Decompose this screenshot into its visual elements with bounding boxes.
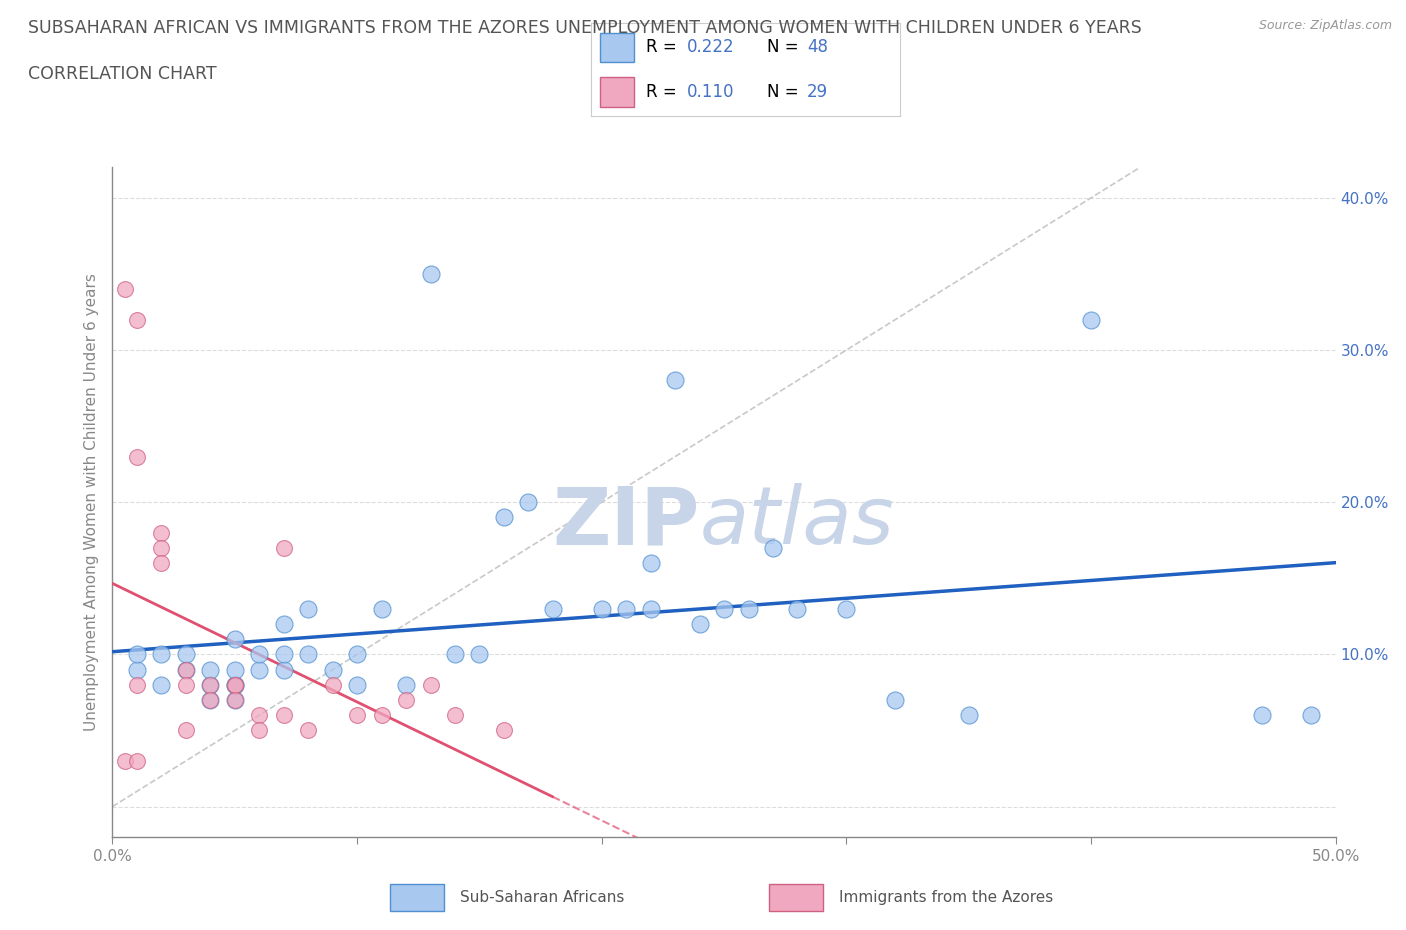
Point — [492, 723, 515, 737]
Text: R =: R = — [647, 83, 682, 101]
Text: SUBSAHARAN AFRICAN VS IMMIGRANTS FROM THE AZORES UNEMPLOYMENT AMONG WOMEN WITH C: SUBSAHARAN AFRICAN VS IMMIGRANTS FROM TH… — [28, 19, 1142, 36]
Text: Source: ZipAtlas.com: Source: ZipAtlas.com — [1258, 19, 1392, 32]
Point — [517, 495, 540, 510]
Point — [200, 693, 222, 708]
Text: 0.222: 0.222 — [686, 38, 734, 57]
Point — [640, 555, 662, 570]
Point — [370, 708, 392, 723]
Point — [125, 647, 148, 662]
Point — [114, 282, 136, 297]
Point — [174, 723, 197, 737]
Text: N =: N = — [766, 83, 804, 101]
Point — [737, 602, 759, 617]
Point — [370, 602, 392, 617]
Text: Sub-Saharan Africans: Sub-Saharan Africans — [460, 890, 624, 905]
Point — [884, 693, 907, 708]
Point — [640, 602, 662, 617]
Point — [200, 677, 222, 692]
Text: 48: 48 — [807, 38, 828, 57]
Point — [297, 647, 319, 662]
Point — [174, 677, 197, 692]
Point — [125, 677, 148, 692]
Point — [664, 373, 686, 388]
Point — [224, 677, 246, 692]
Point — [273, 540, 295, 555]
Point — [713, 602, 735, 617]
Point — [468, 647, 491, 662]
Y-axis label: Unemployment Among Women with Children Under 6 years: Unemployment Among Women with Children U… — [84, 273, 100, 731]
Point — [297, 602, 319, 617]
Point — [835, 602, 858, 617]
Point — [150, 647, 173, 662]
Point — [689, 617, 711, 631]
Point — [174, 662, 197, 677]
Point — [273, 617, 295, 631]
Text: N =: N = — [766, 38, 804, 57]
Point — [444, 647, 467, 662]
Point — [1080, 312, 1102, 327]
Point — [150, 677, 173, 692]
Point — [150, 555, 173, 570]
Point — [200, 662, 222, 677]
Point — [247, 723, 270, 737]
Point — [346, 708, 368, 723]
Point — [419, 267, 441, 282]
Text: R =: R = — [647, 38, 682, 57]
Point — [224, 693, 246, 708]
Point — [1301, 708, 1323, 723]
Text: atlas: atlas — [700, 484, 894, 562]
Point — [174, 647, 197, 662]
Point — [1251, 708, 1274, 723]
Point — [395, 677, 418, 692]
Text: CORRELATION CHART: CORRELATION CHART — [28, 65, 217, 83]
Point — [322, 662, 344, 677]
Point — [125, 753, 148, 768]
FancyBboxPatch shape — [600, 33, 634, 62]
Point — [395, 693, 418, 708]
Point — [786, 602, 808, 617]
Point — [957, 708, 980, 723]
Point — [247, 662, 270, 677]
Point — [174, 662, 197, 677]
Point — [224, 662, 246, 677]
Point — [591, 602, 613, 617]
Point — [614, 602, 637, 617]
Point — [200, 677, 222, 692]
Point — [273, 708, 295, 723]
Point — [762, 540, 785, 555]
Point — [247, 647, 270, 662]
Point — [125, 662, 148, 677]
Point — [200, 693, 222, 708]
Point — [444, 708, 467, 723]
Point — [419, 677, 441, 692]
Text: 29: 29 — [807, 83, 828, 101]
Point — [150, 540, 173, 555]
Point — [125, 312, 148, 327]
Point — [224, 631, 246, 646]
Text: 0.110: 0.110 — [686, 83, 734, 101]
Point — [150, 525, 173, 540]
Point — [541, 602, 564, 617]
Point — [273, 662, 295, 677]
Point — [492, 510, 515, 525]
Point — [224, 677, 246, 692]
Text: Immigrants from the Azores: Immigrants from the Azores — [838, 890, 1053, 905]
Point — [114, 753, 136, 768]
Point — [322, 677, 344, 692]
FancyBboxPatch shape — [769, 884, 824, 911]
Point — [346, 677, 368, 692]
FancyBboxPatch shape — [600, 77, 634, 107]
Point — [346, 647, 368, 662]
Point — [125, 449, 148, 464]
FancyBboxPatch shape — [391, 884, 444, 911]
Point — [273, 647, 295, 662]
Text: ZIP: ZIP — [553, 484, 700, 562]
Point — [224, 677, 246, 692]
Point — [224, 677, 246, 692]
Point — [247, 708, 270, 723]
Point — [224, 693, 246, 708]
Point — [297, 723, 319, 737]
